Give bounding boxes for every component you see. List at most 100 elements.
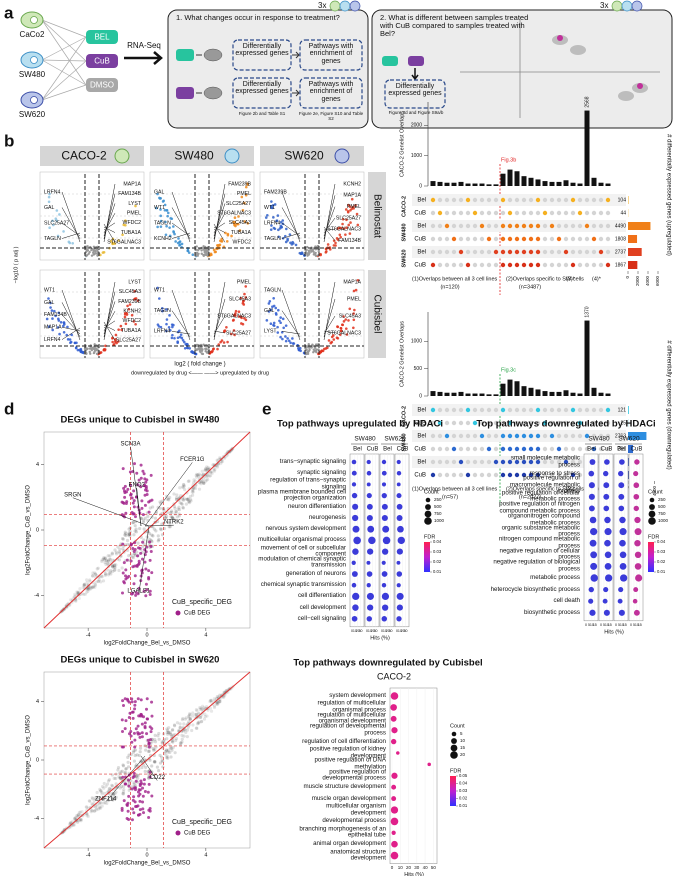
intersection-bar-texture: [570, 392, 576, 396]
matrix-dot: [479, 223, 485, 229]
highlight-texture: [145, 478, 149, 482]
volcano-texture: [344, 208, 348, 211]
density-texture: [92, 809, 97, 813]
density-texture: [96, 579, 100, 583]
gene-leader: [213, 223, 226, 243]
volcano-texture: [117, 239, 120, 242]
density-texture: [211, 463, 215, 467]
intersection-bar-texture: [563, 180, 569, 186]
density-texture: [96, 807, 100, 811]
intersection-bar-texture: [521, 176, 527, 186]
density-texture: [103, 556, 107, 561]
gene-label: GAL: [154, 189, 164, 195]
volcano-texture: [196, 248, 200, 252]
highlight-texture: [142, 782, 146, 786]
gene-label: LRFN4: [44, 337, 61, 343]
gene-leader: [323, 217, 336, 234]
volcano-texture: [160, 306, 164, 310]
density-texture: [199, 715, 203, 720]
density-texture: [132, 533, 136, 537]
matrix-dot: [486, 262, 492, 268]
gene-leader: [61, 326, 81, 332]
dot: [604, 539, 611, 547]
highlight-texture: [126, 809, 130, 813]
density-texture: [91, 585, 95, 589]
highlight-texture: [136, 724, 140, 728]
density-texture: [112, 563, 116, 568]
density-texture: [100, 792, 104, 796]
matrix-dot: [472, 197, 478, 203]
density-texture: [126, 755, 130, 759]
density-texture: [148, 537, 152, 541]
volcano-texture: [172, 225, 175, 228]
legend-title: Count: [450, 723, 465, 729]
legend-label: 20: [460, 752, 466, 757]
pathway-label: generation of neurons: [285, 569, 346, 577]
matrix-dot: [605, 197, 611, 203]
x-axis-note: downregulated by drug <—— ——> upregulate…: [131, 370, 269, 376]
density-texture: [94, 797, 98, 801]
x-tick-label: 5: [618, 623, 620, 627]
volcano-texture: [307, 343, 310, 346]
matrix-dot: [437, 472, 443, 478]
highlight-texture: [144, 488, 148, 492]
density-texture: [156, 534, 160, 538]
highlight-texture: [121, 699, 125, 703]
matrix-dot: [535, 223, 541, 229]
volcano-texture: [312, 351, 315, 354]
pathway-label: movement of cell or subcellular componen…: [260, 544, 346, 558]
density-texture: [183, 497, 187, 501]
x-tick-label: 10: [605, 623, 609, 627]
dot: [391, 830, 396, 835]
density-texture: [203, 712, 207, 716]
density-texture: [134, 763, 139, 767]
density-texture: [183, 717, 187, 721]
density-texture: [132, 749, 136, 753]
density-texture: [107, 559, 111, 563]
density-texture: [96, 566, 100, 570]
gene-leader: [103, 291, 116, 338]
highlight-texture: [145, 697, 149, 701]
dot: [619, 563, 627, 570]
density-texture: [133, 524, 137, 528]
row-group-label: SW620: [401, 249, 407, 267]
highlight-texture: [147, 500, 151, 504]
y-tick-label: 0: [419, 393, 422, 399]
identity-line: [43, 671, 251, 849]
matrix-dot: [528, 262, 534, 268]
density-texture: [180, 740, 184, 744]
highlight-texture: [135, 563, 139, 567]
highlight-texture: [137, 559, 141, 563]
density-texture: [215, 458, 219, 462]
matrix-dot: [542, 420, 548, 426]
highlight-texture: [140, 722, 144, 726]
density-texture: [181, 482, 186, 487]
density-texture: [169, 514, 173, 519]
density-texture: [113, 568, 117, 572]
gene-label: PMEL: [237, 191, 251, 197]
matrix-dot: [570, 249, 576, 255]
density-texture: [212, 466, 216, 471]
density-texture: [108, 786, 112, 790]
cell-mini: [334, 148, 350, 164]
value-label: 25: [620, 420, 626, 426]
dot: [351, 560, 356, 565]
density-texture: [182, 722, 186, 726]
category-label: Bel: [417, 408, 426, 414]
volcano-texture: [134, 322, 137, 326]
density-texture: [212, 469, 217, 473]
cell-line-label: SW620: [19, 110, 46, 119]
density-texture: [150, 533, 154, 537]
x-tick-label: 10: [398, 629, 402, 633]
density-texture: [175, 515, 179, 519]
volcano-texture: [344, 327, 348, 330]
dot: [390, 704, 397, 711]
volcano-texture: [279, 316, 282, 319]
matrix-dot: [430, 472, 436, 478]
volcano-texture: [332, 239, 336, 242]
connector: [41, 59, 87, 86]
matrix-dot: [605, 262, 611, 268]
legend-title: FDR: [450, 768, 461, 774]
highlight-texture: [133, 703, 137, 707]
highlight-texture: [133, 541, 137, 545]
